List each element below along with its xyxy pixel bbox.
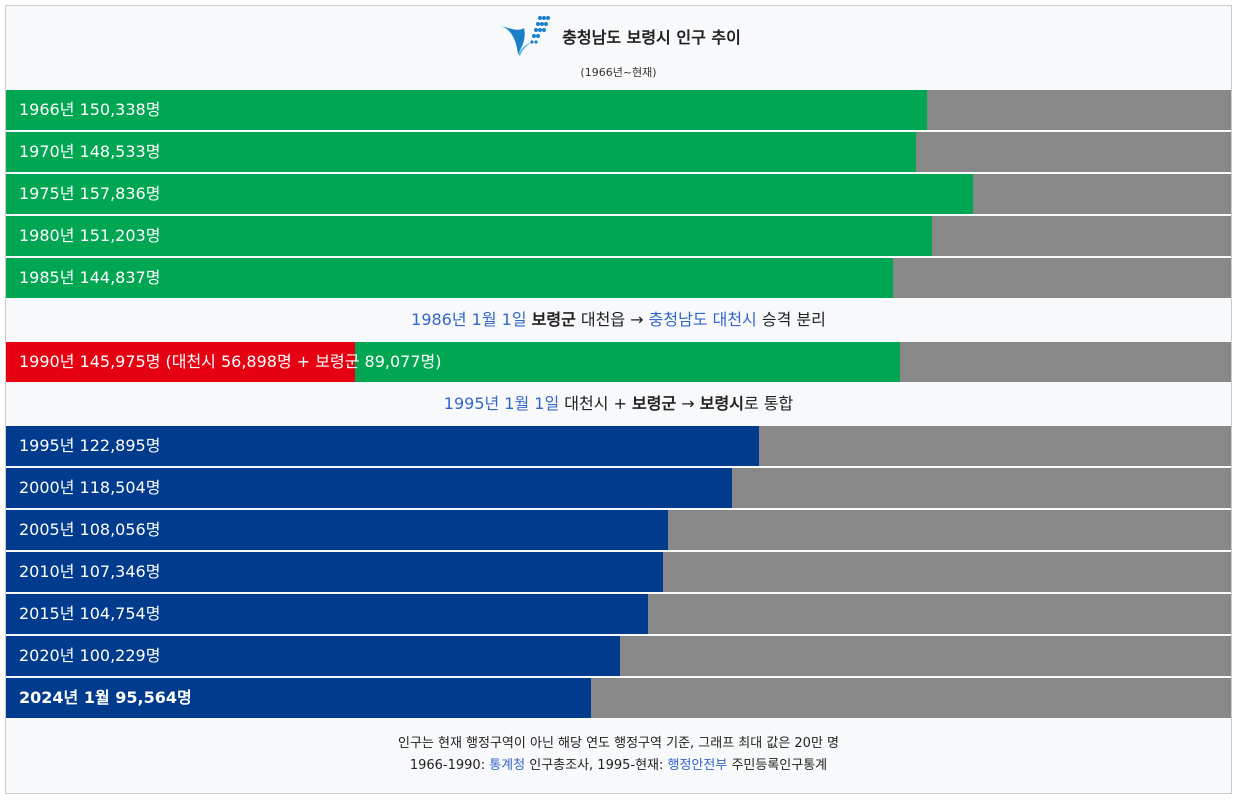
bar-row-11: 2020년 100,229명: [6, 636, 1231, 676]
bar-label-2: 1975년 157,836명: [19, 184, 161, 203]
bar-8: [6, 510, 668, 550]
bar-row-5: 1990년 145,975명 (대천시 56,898명 + 보령군 89,077…: [6, 342, 1231, 382]
bar-label-5: 1990년 145,975명 (대천시 56,898명 + 보령군 89,077…: [19, 352, 442, 371]
ministry-interior-link[interactable]: 행정안전부: [667, 758, 728, 773]
bar-label-7: 2000년 118,504명: [19, 478, 161, 497]
bar-row-2: 1975년 157,836명: [6, 174, 1231, 214]
annotation-1-part-3: →: [676, 394, 700, 413]
bar-label-12: 2024년 1월 95,564명: [19, 688, 192, 707]
annotation-0-part-4[interactable]: 충청남도 대천시: [648, 310, 757, 329]
bar-4: [6, 258, 894, 298]
bar-row-0: 1966년 150,338명: [6, 90, 1231, 130]
bar-row-10: 2015년 104,754명: [6, 594, 1231, 634]
chart-title: 충청남도 보령시 인구 추이: [562, 28, 741, 47]
bar-2: [6, 174, 973, 214]
bar-10: [6, 594, 648, 634]
bar-label-10: 2015년 104,754명: [19, 604, 161, 623]
bar-label-3: 1980년 151,203명: [19, 226, 161, 245]
annotation-1: 1995년 1월 1일 대천시 + 보령군 → 보령시로 통합: [6, 382, 1231, 426]
bar-label-6: 1995년 122,895명: [19, 436, 161, 455]
bar-row-1: 1970년 148,533명: [6, 132, 1231, 172]
bar-row-3: 1980년 151,203명: [6, 216, 1231, 256]
bar-label-11: 2020년 100,229명: [19, 646, 161, 665]
annotation-0-part-3: 대천읍 →: [575, 310, 649, 329]
annotation-0-part-2: 보령군: [531, 310, 576, 329]
bar-7: [6, 468, 732, 508]
footer-source-mid: 인구총조사, 1995-현재:: [525, 758, 668, 773]
chart-frame: 충청남도 보령시 인구 추이 (1966년~현재) 1966년 150,338명…: [5, 5, 1232, 794]
bar-row-12: 2024년 1월 95,564명: [6, 678, 1231, 718]
bar-row-8: 2005년 108,056명: [6, 510, 1231, 550]
footer-source-prefix: 1966-1990:: [409, 758, 490, 773]
annotation-1-part-1: 대천시 +: [559, 394, 633, 413]
chart-subtitle: (1966년~현재): [580, 66, 657, 79]
bar-11: [6, 636, 620, 676]
bar-label-8: 2005년 108,056명: [19, 520, 161, 539]
chart-footer: 인구는 현재 행정구역이 아닌 해당 연도 행정구역 기준, 그래프 최대 값은…: [6, 733, 1231, 777]
bar-9: [6, 552, 664, 592]
annotation-0-part-0[interactable]: 1986년 1월 1일: [411, 310, 527, 329]
bar-3: [6, 216, 933, 256]
footer-sources: 1966-1990: 통계청 인구총조사, 1995-현재: 행정안전부 주민등…: [6, 755, 1231, 777]
chart-header: 충청남도 보령시 인구 추이 (1966년~현재): [6, 6, 1231, 90]
bar-segment-1990-1: [354, 342, 901, 382]
bar-label-9: 2010년 107,346명: [19, 562, 161, 581]
bar-row-7: 2000년 118,504명: [6, 468, 1231, 508]
annotation-1-part-4: 보령시: [699, 394, 744, 413]
annotation-1-part-0[interactable]: 1995년 1월 1일: [443, 394, 560, 413]
footer-note: 인구는 현재 행정구역이 아닌 해당 연도 행정구역 기준, 그래프 최대 값은…: [397, 736, 840, 751]
bar-6: [6, 426, 759, 466]
bar-label-4: 1985년 144,837명: [19, 268, 161, 287]
bar-row-9: 2010년 107,346명: [6, 552, 1231, 592]
bar-label-1: 1970년 148,533명: [19, 142, 161, 161]
bar-1: [6, 132, 916, 172]
title-row: 충청남도 보령시 인구 추이: [6, 16, 1231, 56]
bar-0: [6, 90, 927, 130]
boryeong-city-logo-icon: [500, 16, 551, 56]
bar-12: [6, 678, 592, 718]
bar-row-4: 1985년 144,837명: [6, 258, 1231, 298]
annotation-0-part-5: 승격 분리: [756, 310, 826, 329]
annotation-1-part-2: 보령군: [632, 394, 677, 413]
bar-segment-1990-0: [6, 342, 355, 382]
annotation-0: 1986년 1월 1일 보령군 대천읍 → 충청남도 대천시 승격 분리: [6, 298, 1231, 342]
footer-source-suffix: 주민등록인구통계: [727, 758, 828, 773]
annotation-1-part-5: 로 통합: [743, 394, 794, 413]
bar-label-0: 1966년 150,338명: [19, 100, 161, 119]
bar-row-6: 1995년 122,895명: [6, 426, 1231, 466]
statistics-korea-link[interactable]: 통계청: [489, 758, 526, 773]
